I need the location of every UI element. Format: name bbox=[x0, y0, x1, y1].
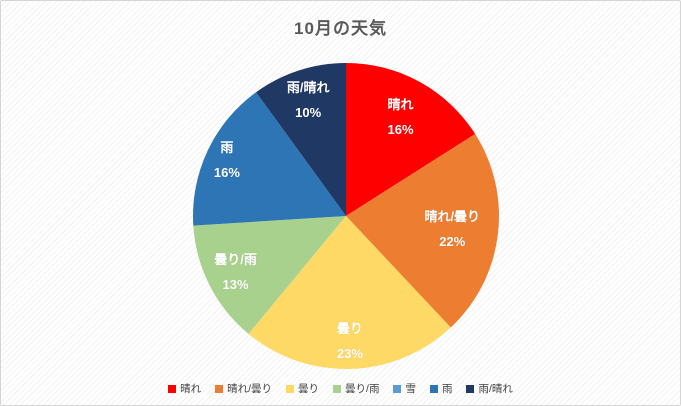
legend-item-2[interactable]: 曇り bbox=[286, 381, 319, 396]
legend-label: 雨/晴れ bbox=[478, 383, 513, 395]
legend-swatch bbox=[466, 384, 475, 393]
legend-swatch bbox=[286, 384, 295, 393]
legend-swatch bbox=[215, 384, 224, 393]
pie-slice-3[interactable] bbox=[193, 216, 346, 334]
legend-item-0[interactable]: 晴れ bbox=[168, 381, 201, 396]
chart-title: 10月の天気 bbox=[294, 19, 387, 38]
pie-slice-1[interactable] bbox=[346, 134, 499, 328]
legend-item-4[interactable]: 雪 bbox=[393, 381, 416, 396]
chart-legend: 晴れ 晴れ/曇り 曇り 曇り/雨 雪 雨 雨/晴れ bbox=[1, 381, 680, 396]
legend-swatch bbox=[393, 384, 402, 393]
pie-slice-6[interactable] bbox=[256, 63, 346, 216]
legend-label: 曇り/雨 bbox=[345, 383, 380, 395]
legend-label: 雪 bbox=[405, 383, 416, 395]
pie-slice-2[interactable] bbox=[248, 216, 451, 370]
legend-swatch bbox=[429, 384, 438, 393]
legend-label: 雨 bbox=[441, 383, 453, 395]
legend-label: 晴れ/曇り bbox=[227, 383, 273, 395]
legend-item-3[interactable]: 曇り/雨 bbox=[333, 381, 379, 396]
legend-item-1[interactable]: 晴れ/曇り bbox=[215, 381, 272, 396]
pie-slice-5[interactable] bbox=[192, 92, 346, 226]
pie-slice-0[interactable] bbox=[346, 63, 476, 216]
legend-item-5[interactable]: 雨 bbox=[429, 381, 453, 396]
legend-swatch bbox=[168, 384, 177, 393]
legend-swatch bbox=[333, 384, 342, 393]
legend-label: 晴れ bbox=[180, 383, 202, 395]
legend-label: 曇り bbox=[298, 383, 320, 395]
legend-item-6[interactable]: 雨/晴れ bbox=[466, 381, 513, 396]
